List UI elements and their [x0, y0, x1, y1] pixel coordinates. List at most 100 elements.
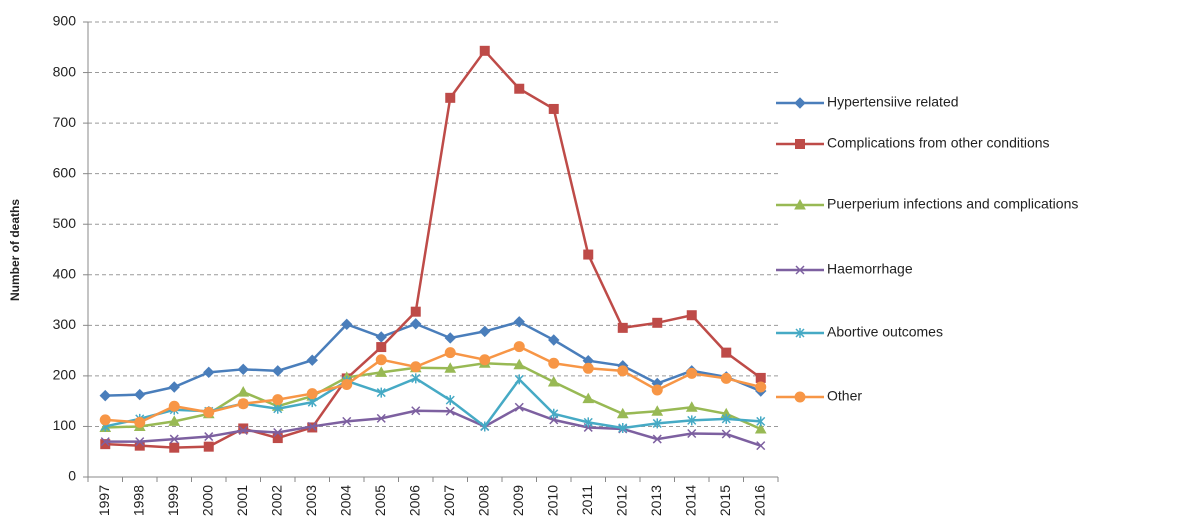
- marker: [342, 416, 352, 426]
- marker: [687, 428, 697, 439]
- marker: [203, 366, 215, 379]
- marker: [617, 365, 629, 377]
- marker: [686, 367, 698, 379]
- legend-label: Haemorrhage: [827, 261, 913, 277]
- marker: [514, 402, 524, 412]
- marker: [238, 423, 249, 434]
- marker: [169, 434, 179, 444]
- marker: [204, 432, 214, 442]
- legend-marker: [795, 139, 805, 149]
- y-tick-label: 100: [53, 417, 77, 433]
- marker: [755, 381, 767, 393]
- y-tick-label: 800: [53, 63, 77, 79]
- marker: [582, 362, 594, 374]
- marker: [168, 381, 180, 393]
- marker: [273, 403, 283, 414]
- marker: [652, 418, 662, 429]
- marker: [410, 306, 421, 317]
- marker: [375, 354, 387, 366]
- x-tick-label: 2001: [234, 485, 250, 516]
- series-line: [105, 345, 762, 424]
- marker: [582, 392, 595, 404]
- marker: [99, 389, 111, 402]
- x-tick-label: 2012: [613, 485, 629, 516]
- marker: [203, 441, 214, 452]
- marker: [306, 354, 318, 366]
- x-tick-label: 2010: [544, 485, 560, 516]
- x-tick-label: 2013: [648, 485, 664, 516]
- marker: [721, 347, 732, 358]
- x-tick-label: 2000: [199, 485, 215, 516]
- x-tick-label: 2015: [717, 485, 733, 516]
- marker: [376, 387, 386, 398]
- marker: [237, 398, 249, 410]
- marker: [375, 331, 387, 343]
- marker: [410, 318, 422, 330]
- marker: [445, 395, 455, 406]
- marker: [444, 347, 456, 359]
- marker: [445, 92, 456, 103]
- x-tick-label: 2002: [268, 485, 284, 516]
- x-tick-label: 2008: [475, 485, 491, 516]
- marker: [513, 316, 525, 328]
- marker: [306, 388, 318, 400]
- marker: [617, 322, 628, 333]
- series-line: [105, 48, 762, 449]
- x-tick-label: 2005: [372, 485, 388, 516]
- x-tick-label: 2007: [441, 485, 457, 516]
- legend-label: Other: [827, 388, 862, 404]
- marker: [652, 434, 662, 444]
- y-axis-label: Number of deaths: [8, 199, 22, 301]
- marker: [756, 416, 766, 427]
- marker: [548, 103, 559, 114]
- marker: [479, 354, 491, 366]
- legend-label: Puerperium infections and complications: [827, 196, 1078, 212]
- marker: [100, 437, 110, 447]
- x-tick-label: 1998: [130, 485, 146, 516]
- marker: [134, 388, 146, 401]
- marker: [513, 358, 526, 370]
- marker: [307, 421, 317, 431]
- legend-marker: [794, 97, 806, 109]
- marker: [756, 441, 766, 451]
- marker: [754, 422, 767, 434]
- marker: [341, 378, 353, 390]
- marker: [651, 384, 663, 396]
- legend-marker: [795, 328, 805, 338]
- marker: [99, 414, 111, 426]
- marker: [341, 318, 353, 331]
- marker: [479, 325, 491, 338]
- marker: [445, 406, 455, 416]
- marker: [272, 394, 284, 406]
- marker: [514, 374, 524, 385]
- marker: [583, 249, 594, 260]
- marker: [652, 317, 663, 328]
- y-tick-label: 200: [53, 367, 77, 383]
- marker: [410, 361, 422, 373]
- legend-label: Complications from other conditions: [827, 135, 1050, 151]
- legend-label: Abortive outcomes: [827, 324, 943, 340]
- series-line: [105, 320, 762, 397]
- legend-label: Hypertensiive related: [827, 94, 959, 110]
- y-tick-label: 300: [53, 316, 77, 332]
- x-tick-label: 1999: [165, 485, 181, 516]
- marker: [480, 421, 490, 432]
- marker: [514, 83, 525, 94]
- marker: [686, 310, 697, 321]
- marker: [721, 413, 731, 424]
- marker: [135, 437, 145, 447]
- legend-marker: [794, 198, 806, 210]
- marker: [444, 362, 457, 373]
- marker: [237, 363, 249, 376]
- y-tick-label: 0: [68, 468, 76, 484]
- series-line: [105, 405, 762, 447]
- marker: [549, 408, 559, 419]
- marker: [238, 425, 248, 436]
- marker: [169, 442, 180, 453]
- y-tick-label: 600: [53, 164, 77, 180]
- marker: [411, 406, 421, 416]
- marker: [168, 415, 181, 426]
- marker: [168, 400, 180, 412]
- marker: [548, 334, 560, 346]
- marker: [720, 372, 732, 384]
